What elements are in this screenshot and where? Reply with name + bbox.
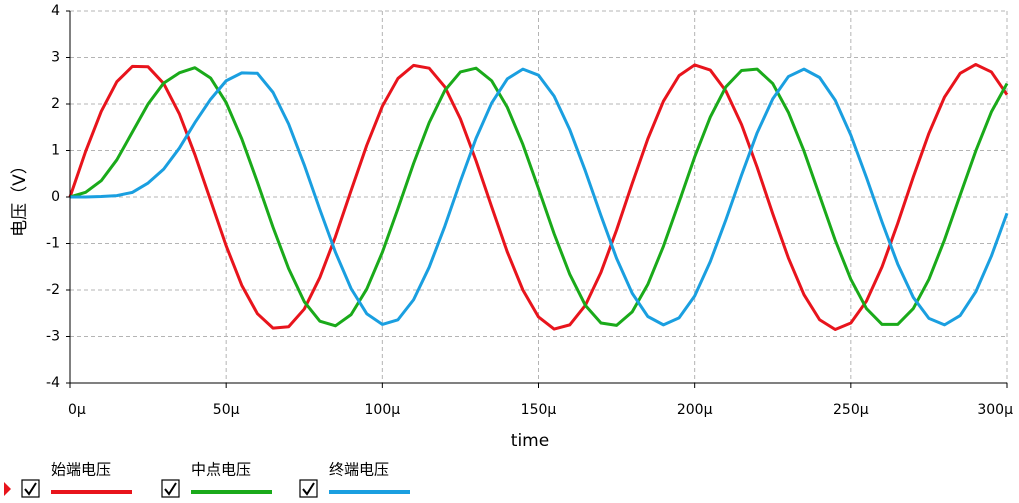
x-tick-label: 50μ: [213, 402, 240, 418]
plot-area: [68, 62, 1009, 332]
legend-label[interactable]: 始端电压: [51, 461, 111, 479]
legend-label[interactable]: 终端电压: [329, 461, 389, 479]
legend-checkmark: [164, 482, 177, 496]
legend-pointer: [4, 482, 11, 496]
legend-label[interactable]: 中点电压: [191, 461, 251, 479]
y-tick-label: 0: [51, 189, 60, 205]
x-tick-label: 200μ: [677, 402, 713, 418]
legend-checkmark: [24, 482, 37, 496]
series-line: [69, 66, 1009, 328]
x-tick-label: 250μ: [833, 402, 869, 418]
series-line: [70, 67, 1009, 327]
legend-checkbox[interactable]: [299, 479, 318, 498]
y-tick-label: 1: [51, 143, 60, 159]
x-tick-label: 300μ: [977, 402, 1013, 418]
legend-checkbox[interactable]: [21, 479, 40, 498]
x-axis-label: time: [511, 431, 549, 451]
legend-checkbox[interactable]: [161, 479, 180, 498]
x-tick-label: 150μ: [521, 402, 557, 418]
y-tick-label: -3: [46, 329, 60, 345]
y-tick-label: -1: [46, 236, 60, 252]
y-tick-label: -2: [46, 282, 60, 298]
series-line: [68, 62, 1009, 332]
x-tick-label: 100μ: [365, 402, 401, 418]
legend: 始端电压 中点电压 终端电压: [4, 461, 410, 498]
y-axis-label: 电压（V）: [10, 157, 30, 237]
y-tick-label: 3: [51, 50, 60, 66]
y-tick-label: -4: [46, 375, 60, 391]
y-tick-label: 4: [51, 3, 60, 19]
y-tick-label: 2: [51, 96, 60, 112]
legend-checkmark: [302, 482, 315, 496]
x-tick-label: 0μ: [68, 402, 86, 418]
